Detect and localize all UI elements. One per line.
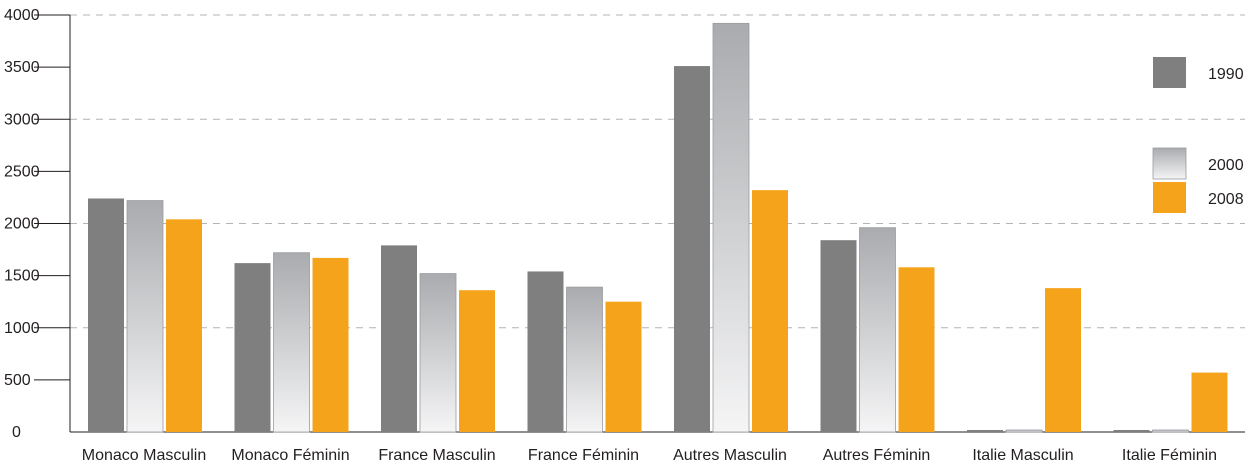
legend-swatch-2000 bbox=[1152, 147, 1187, 180]
legend-label-2008: 2008 bbox=[1208, 191, 1244, 208]
bar-2008-0 bbox=[166, 219, 202, 432]
category-label: France Masculin bbox=[378, 447, 495, 464]
y-tick-label: 2000 bbox=[4, 216, 40, 233]
legend-swatch-1990 bbox=[1153, 57, 1186, 88]
bar-2000-6 bbox=[1005, 429, 1043, 433]
bar-2008-4 bbox=[752, 190, 788, 432]
category-label: Monaco Masculin bbox=[82, 447, 207, 464]
bar-2000-5 bbox=[859, 227, 896, 433]
category-label: Autres Masculin bbox=[673, 447, 787, 464]
y-tick-label: 500 bbox=[4, 372, 31, 389]
legend-swatch-2008 bbox=[1153, 182, 1186, 213]
bar-2008-2 bbox=[459, 290, 495, 432]
legend: 1990 2000 2008 bbox=[1152, 57, 1244, 213]
bar-1990-4 bbox=[674, 66, 710, 433]
category-label: Italie Masculin bbox=[972, 447, 1073, 464]
bar-2008-3 bbox=[605, 301, 642, 432]
bar-2000-2 bbox=[419, 273, 457, 433]
y-tick-label: 3000 bbox=[4, 111, 40, 128]
bar-1990-0 bbox=[88, 198, 124, 432]
bar-2000-3 bbox=[566, 286, 603, 433]
bar-2008-7 bbox=[1191, 372, 1228, 432]
bar-2000-1 bbox=[273, 252, 310, 433]
y-tick-label: 2500 bbox=[4, 163, 40, 180]
y-tick-label: 1500 bbox=[4, 268, 40, 285]
category-label: France Féminin bbox=[528, 447, 639, 464]
bar-1990-6 bbox=[967, 430, 1003, 432]
bar-2008-1 bbox=[312, 257, 349, 432]
legend-label-2000: 2000 bbox=[1208, 157, 1244, 174]
bar-1990-2 bbox=[381, 245, 417, 432]
y-tick-label: 3500 bbox=[4, 59, 40, 76]
y-tick-label: 0 bbox=[12, 424, 21, 441]
y-tick-label: 1000 bbox=[4, 320, 40, 337]
legend-label-1990: 1990 bbox=[1208, 66, 1244, 83]
category-labels: Monaco Masculin Monaco Féminin France Masc… bbox=[82, 447, 1217, 464]
bar-2000-4 bbox=[712, 22, 750, 433]
category-label: Italie Féminin bbox=[1122, 447, 1217, 464]
bar-1990-7 bbox=[1113, 430, 1150, 432]
bar-1990-5 bbox=[820, 240, 857, 432]
bar-1990-1 bbox=[234, 263, 271, 432]
bar-1990-3 bbox=[527, 271, 564, 432]
bar-2008-6 bbox=[1045, 288, 1081, 432]
bars bbox=[88, 22, 1228, 433]
category-label: Autres Féminin bbox=[823, 447, 931, 464]
y-tick-label: 4000 bbox=[4, 7, 40, 24]
bar-2000-7 bbox=[1152, 429, 1189, 433]
bar-2008-5 bbox=[898, 267, 935, 432]
bar-2000-0 bbox=[126, 200, 164, 433]
category-label: Monaco Féminin bbox=[231, 447, 349, 464]
